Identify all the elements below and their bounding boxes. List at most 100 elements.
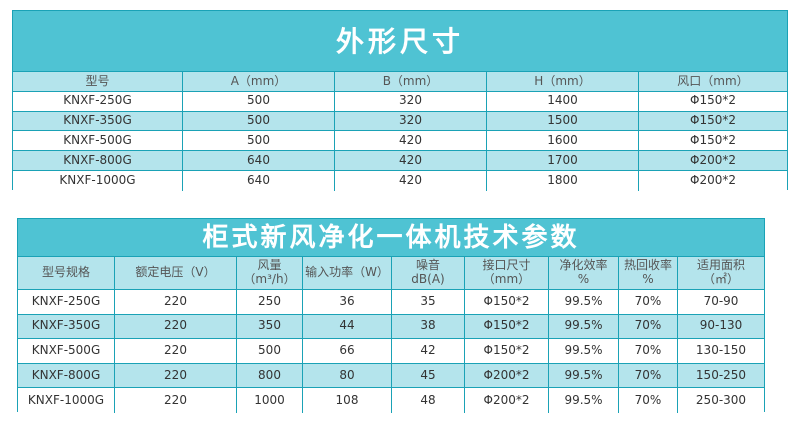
specs-table: 柜式新风净化一体机技术参数 型号规格 额定电压（V） 风量 （m³/h） 输入功…: [17, 218, 765, 413]
cell-purification: 99.5%: [549, 290, 619, 314]
cell-purification: 99.5%: [549, 314, 619, 339]
cell-model: KNXF-350G: [13, 111, 183, 131]
cell-airflow: 1000: [237, 388, 303, 413]
cell-b: 420: [335, 170, 487, 191]
table-row: KNXF-1000G 640 420 1800 Φ200*2: [13, 170, 787, 191]
cell-power: 66: [303, 339, 392, 363]
cell-voltage: 220: [115, 388, 237, 413]
table-row: KNXF-350G 220 350 44 38 Φ150*2 99.5% 70%…: [18, 314, 764, 340]
cell-voltage: 220: [115, 314, 237, 339]
table-row: KNXF-250G 220 250 36 35 Φ150*2 99.5% 70%…: [18, 290, 764, 315]
cell-voltage: 220: [115, 290, 237, 314]
cell-purification: 99.5%: [549, 363, 619, 388]
table-row: KNXF-500G 500 420 1600 Φ150*2: [13, 131, 787, 152]
cell-airflow: 800: [237, 363, 303, 388]
cell-noise: 45: [392, 363, 465, 388]
cell-area: 90-130: [699, 318, 743, 333]
cell-a: 640: [183, 170, 335, 191]
cell-vent: Φ150*2: [690, 93, 736, 108]
cell-heat-recovery: 70%: [619, 314, 678, 339]
cell-interface: Φ200*2: [465, 388, 549, 413]
cell-heat-recovery: 70%: [619, 290, 678, 314]
cell-a: 500: [183, 111, 335, 131]
cell-h: 1700: [487, 151, 639, 170]
cell-power: 44: [303, 314, 392, 339]
header-noise: 噪音 dB(A): [392, 257, 465, 289]
header-h: H（mm）: [487, 72, 639, 91]
header-area: 适用面积 （㎡）: [696, 258, 745, 286]
cell-area: 130-150: [695, 343, 747, 358]
cell-interface: Φ150*2: [465, 339, 549, 363]
cell-model: KNXF-250G: [13, 91, 183, 111]
cell-purification: 99.5%: [549, 388, 619, 413]
cell-voltage: 220: [115, 363, 237, 388]
cell-noise: 38: [392, 314, 465, 339]
table-row: KNXF-800G 220 800 80 45 Φ200*2 99.5% 70%…: [18, 363, 764, 389]
header-airflow: 风量 （m³/h）: [237, 257, 303, 289]
header-vent: 风口（mm）: [677, 73, 749, 88]
cell-model: KNXF-500G: [18, 339, 115, 363]
cell-model: KNXF-1000G: [13, 170, 183, 191]
cell-a: 500: [183, 131, 335, 151]
header-model: 型号: [13, 72, 183, 91]
cell-model: KNXF-500G: [13, 131, 183, 151]
cell-power: 80: [303, 363, 392, 388]
cell-h: 1400: [487, 91, 639, 111]
specs-title: 柜式新风净化一体机技术参数: [18, 219, 764, 257]
cell-b: 420: [335, 151, 487, 170]
header-b: B（mm）: [335, 72, 487, 91]
cell-b: 320: [335, 91, 487, 111]
header-voltage: 额定电压（V）: [115, 257, 237, 289]
cell-h: 1500: [487, 111, 639, 131]
cell-power: 36: [303, 290, 392, 314]
cell-power: 108: [303, 388, 392, 413]
cell-b: 420: [335, 131, 487, 151]
header-purification: 净化效率 %: [549, 257, 619, 289]
cell-heat-recovery: 70%: [619, 363, 678, 388]
header-power: 输入功率（W）: [303, 257, 392, 289]
cell-area: 150-250: [695, 367, 747, 382]
dimensions-header-row: 型号 A（mm） B（mm） H（mm） 风口（mm）: [13, 72, 787, 92]
header-heat-recovery: 热回收率 %: [619, 257, 678, 289]
dimensions-title: 外形尺寸: [13, 11, 787, 72]
cell-voltage: 220: [115, 339, 237, 363]
cell-model: KNXF-1000G: [18, 388, 115, 413]
cell-model: KNXF-800G: [18, 363, 115, 388]
header-model: 型号规格: [18, 257, 115, 289]
table-row: KNXF-250G 500 320 1400 Φ150*2: [13, 91, 787, 112]
cell-purification: 99.5%: [549, 339, 619, 363]
cell-interface: Φ150*2: [465, 314, 549, 339]
cell-airflow: 500: [237, 339, 303, 363]
cell-a: 500: [183, 91, 335, 111]
cell-heat-recovery: 70%: [619, 388, 678, 413]
table-row: KNXF-350G 500 320 1500 Φ150*2: [13, 111, 787, 132]
cell-h: 1800: [487, 170, 639, 191]
specs-header-row: 型号规格 额定电压（V） 风量 （m³/h） 输入功率（W） 噪音 dB(A) …: [18, 257, 764, 290]
table-row: KNXF-800G 640 420 1700 Φ200*2: [13, 151, 787, 171]
cell-h: 1600: [487, 131, 639, 151]
cell-vent: Φ150*2: [690, 132, 736, 147]
header-a: A（mm）: [183, 72, 335, 91]
header-interface: 接口尺寸 （mm）: [465, 257, 549, 289]
cell-model: KNXF-350G: [18, 314, 115, 339]
cell-noise: 35: [392, 290, 465, 314]
cell-area: 70-90: [703, 293, 739, 308]
table-row: KNXF-1000G 220 1000 108 48 Φ200*2 99.5% …: [18, 388, 764, 413]
cell-interface: Φ200*2: [465, 363, 549, 388]
cell-noise: 48: [392, 388, 465, 413]
cell-heat-recovery: 70%: [619, 339, 678, 363]
cell-vent: Φ150*2: [690, 113, 736, 128]
cell-area: 250-300: [695, 392, 747, 407]
cell-model: KNXF-250G: [18, 290, 115, 314]
cell-a: 640: [183, 151, 335, 170]
cell-vent: Φ200*2: [690, 152, 736, 167]
cell-noise: 42: [392, 339, 465, 363]
cell-vent: Φ200*2: [690, 172, 736, 187]
table-row: KNXF-500G 220 500 66 42 Φ150*2 99.5% 70%…: [18, 339, 764, 364]
cell-airflow: 350: [237, 314, 303, 339]
cell-airflow: 250: [237, 290, 303, 314]
cell-model: KNXF-800G: [13, 151, 183, 170]
cell-b: 320: [335, 111, 487, 131]
cell-interface: Φ150*2: [465, 290, 549, 314]
dimensions-table: 外形尺寸 型号 A（mm） B（mm） H（mm） 风口（mm） KNXF-25…: [12, 10, 788, 191]
